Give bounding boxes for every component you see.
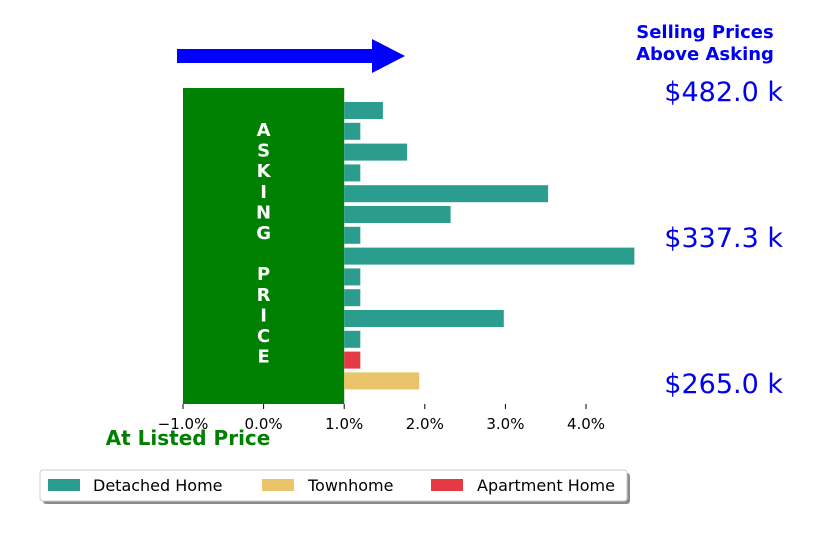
chart-title-line-2: Above Asking	[636, 44, 774, 65]
bar-detached-home	[344, 247, 635, 265]
legend-box	[39, 469, 628, 502]
bar-townhome	[344, 372, 420, 390]
asking-price-letter: E	[257, 347, 269, 368]
x-tick-label: 3.0%	[486, 415, 524, 433]
bar-apartment-home	[344, 351, 361, 369]
chart-title-line-1: Selling Prices	[636, 22, 773, 43]
price-label-bottom: $265.0 k	[664, 369, 783, 400]
x-axis: −1.0% 0.0% 1.0% 2.0% 3.0% 4.0%	[158, 404, 605, 433]
bar-detached-home	[344, 289, 361, 307]
asking-price-block	[183, 88, 345, 404]
asking-price-letter: P	[257, 264, 270, 285]
asking-price-letter: C	[257, 326, 270, 347]
asking-price-letter: A	[257, 120, 271, 141]
legend-swatch-detached	[48, 479, 80, 491]
at-listed-price-label: At Listed Price	[106, 426, 271, 450]
asking-price-letter: I	[260, 182, 267, 203]
bar-detached-home	[344, 122, 361, 140]
bars-group	[344, 102, 635, 390]
x-tick-label: 0.0%	[245, 415, 283, 433]
bar-detached-home	[344, 102, 383, 119]
bar-detached-home	[344, 330, 361, 348]
x-tick-label: 1.0%	[325, 415, 363, 433]
legend-label-townhome: Townhome	[307, 476, 393, 495]
x-tick-label: 2.0%	[406, 415, 444, 433]
price-label-middle: $337.3 k	[664, 223, 783, 254]
legend: Detached Home Townhome Apartment Home	[39, 469, 630, 504]
bar-detached-home	[344, 310, 504, 327]
asking-price-letter: R	[257, 285, 271, 306]
asking-price-letter: I	[260, 305, 267, 326]
bar-detached-home	[344, 143, 408, 161]
bar-detached-home	[344, 226, 361, 244]
bar-detached-home	[344, 268, 361, 286]
right-arrow-icon	[177, 39, 405, 73]
legend-swatch-townhome	[262, 479, 294, 491]
x-tick-label: 4.0%	[567, 415, 605, 433]
bar-detached-home	[344, 206, 451, 223]
asking-price-letter: G	[256, 223, 271, 244]
price-label-top: $482.0 k	[664, 77, 783, 108]
legend-swatch-apartment	[431, 479, 463, 491]
asking-price-letter: S	[257, 141, 270, 162]
legend-label-apartment: Apartment Home	[477, 476, 615, 495]
asking-price-letter: N	[256, 202, 271, 223]
x-tick-label: −1.0%	[158, 415, 209, 433]
bar-detached-home	[344, 185, 549, 203]
asking-price-letter: K	[257, 161, 272, 182]
legend-label-detached: Detached Home	[93, 476, 223, 495]
bar-detached-home	[344, 164, 361, 182]
